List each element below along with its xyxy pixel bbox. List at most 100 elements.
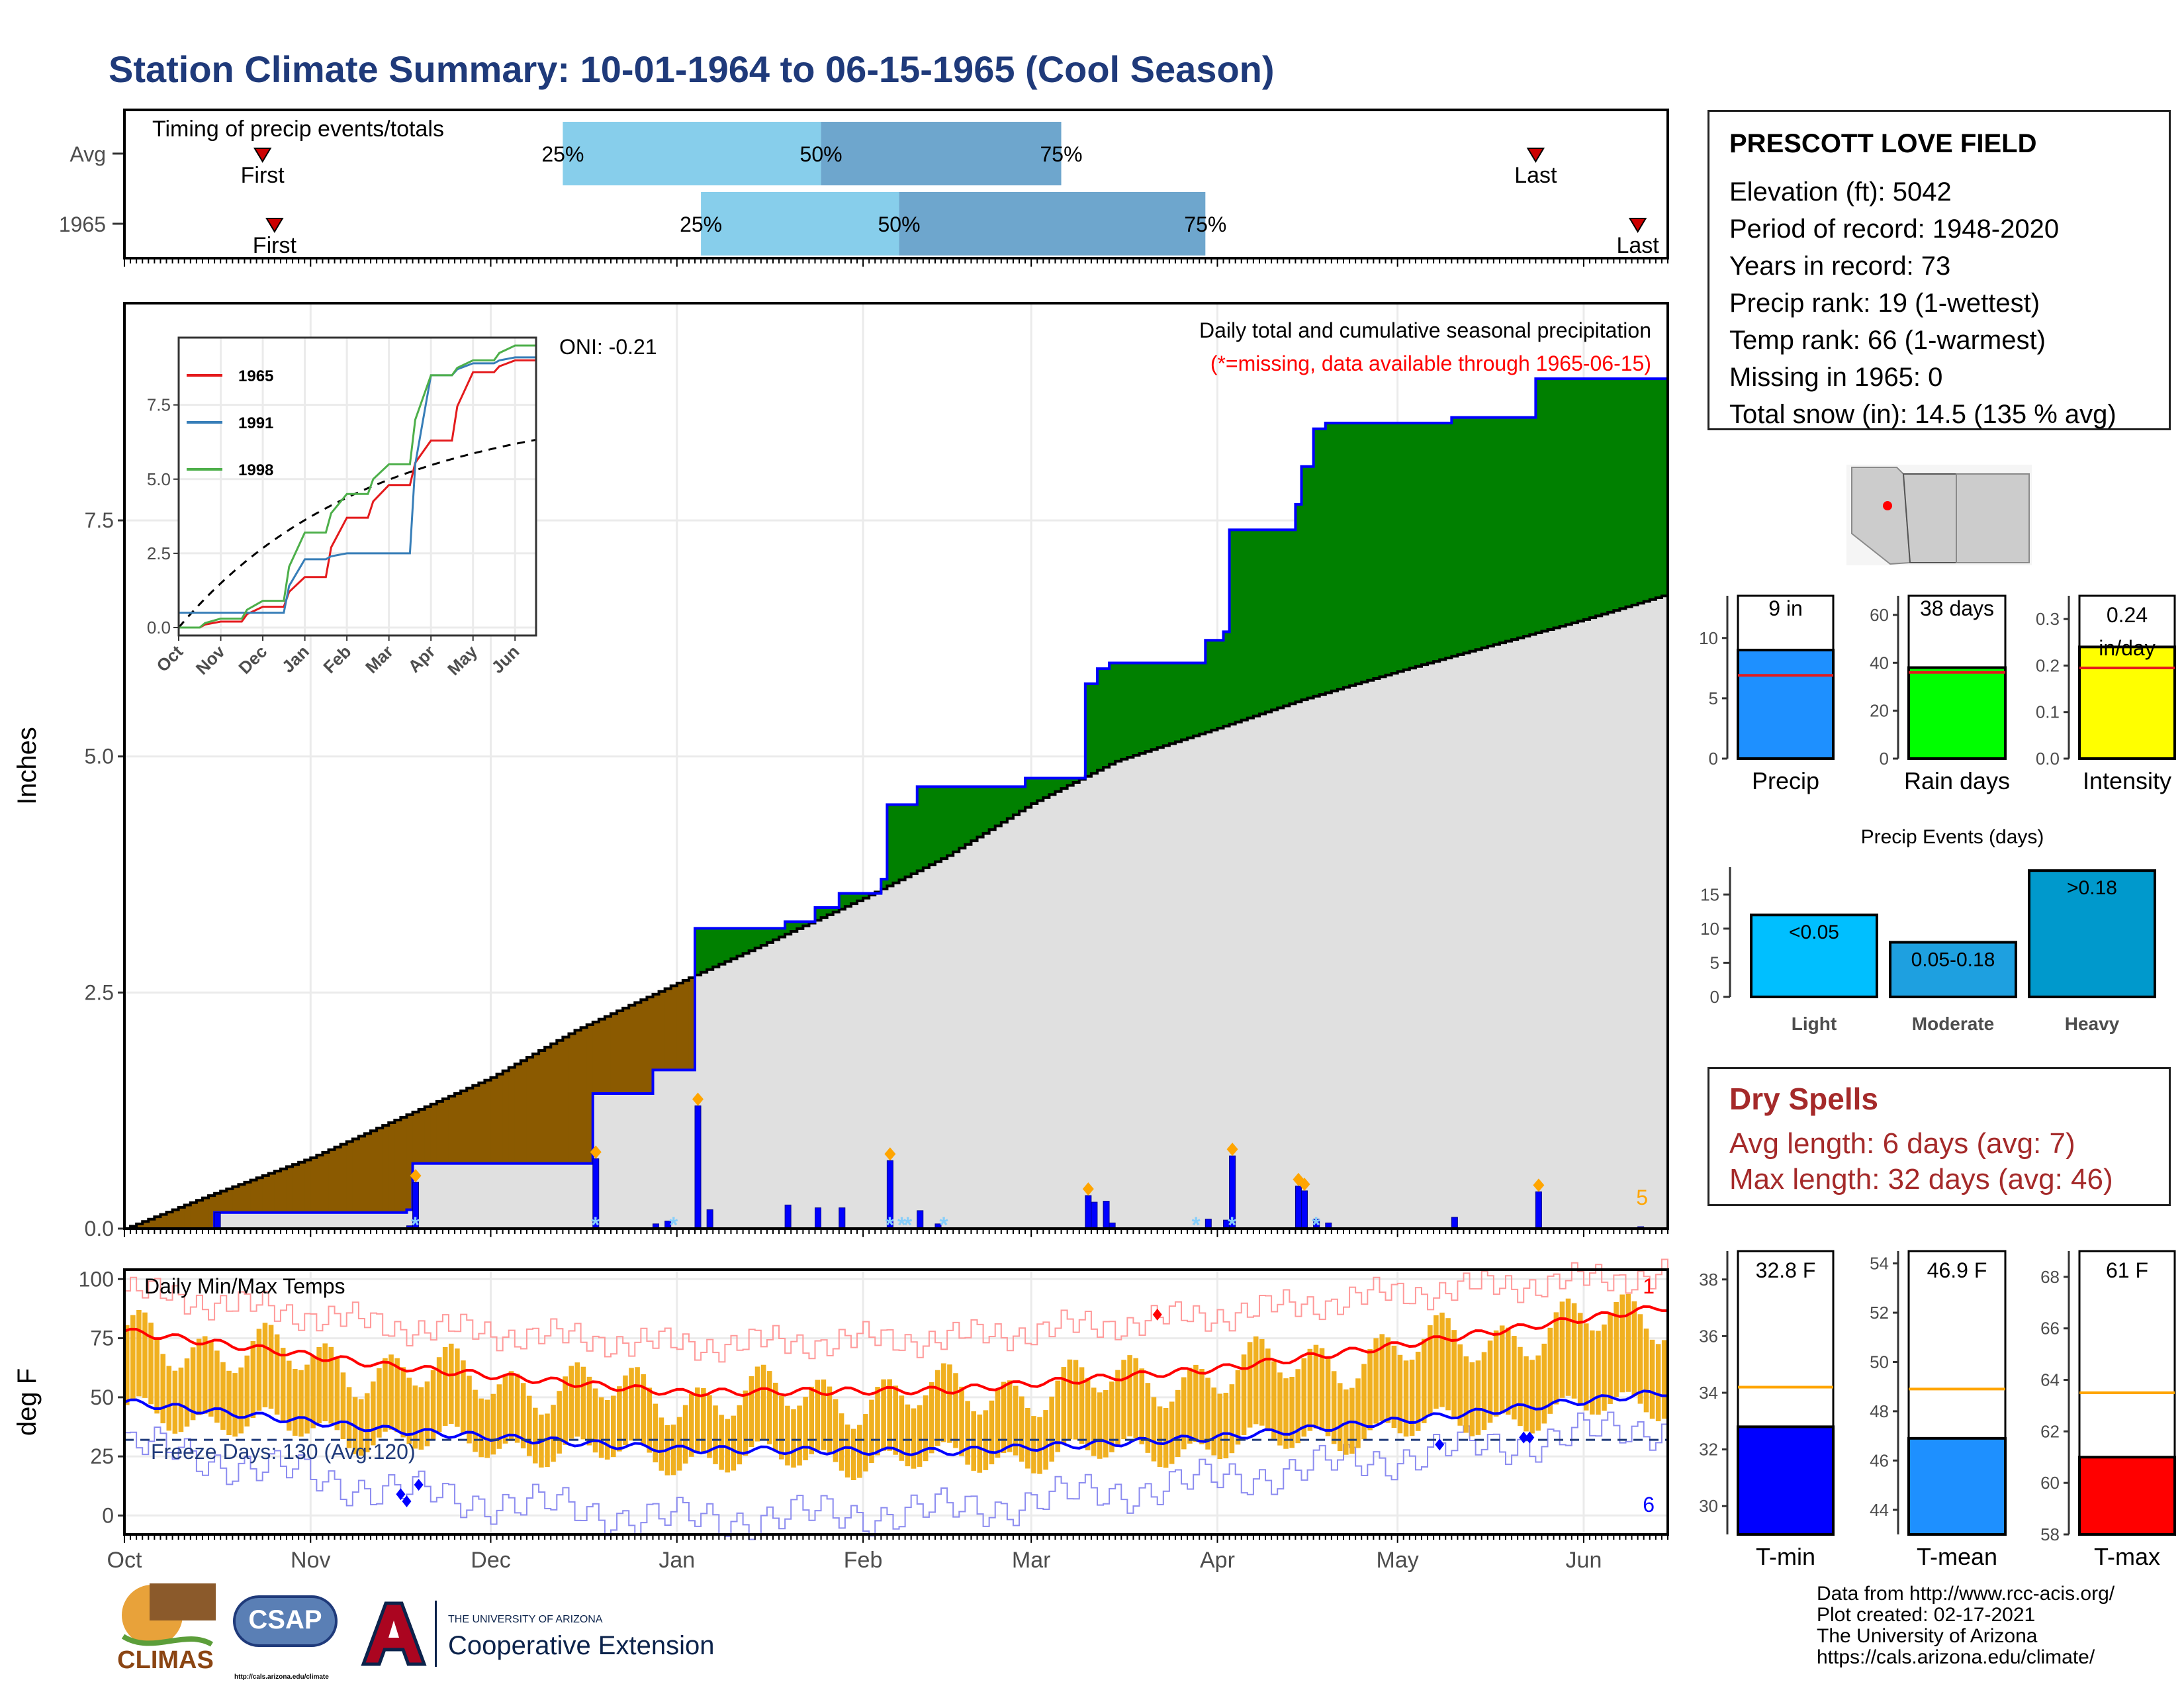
daily-temp-bar	[598, 1397, 604, 1458]
record-low-marker	[402, 1495, 412, 1507]
daily-temp-bar	[364, 1393, 370, 1452]
below-average-fill	[244, 1182, 251, 1213]
above-average-fill	[1529, 417, 1536, 635]
daily-temp-bar	[881, 1379, 886, 1451]
daily-temp-bar	[1541, 1343, 1547, 1424]
below-average-fill	[557, 1040, 563, 1164]
above-average-fill	[1518, 417, 1524, 638]
daily-temp-bar	[1217, 1393, 1223, 1460]
events-bar-label: 0.05-0.18	[1911, 949, 1995, 970]
daily-temp-bar	[971, 1411, 976, 1471]
ua-big-text: Cooperative Extension	[448, 1631, 715, 1660]
above-average-fill	[760, 928, 768, 946]
below-average-fill	[406, 1114, 414, 1210]
above-average-fill	[725, 928, 731, 962]
daily-temp-bar	[142, 1312, 148, 1398]
below-average-fill	[394, 1119, 401, 1213]
below-average-fill	[160, 1214, 167, 1229]
daily-temp-bar	[412, 1385, 418, 1449]
inset-x-tick-label: Oct	[152, 641, 187, 676]
above-average-fill	[929, 786, 936, 865]
above-average-fill	[1493, 417, 1500, 645]
summary-1-bar	[1907, 666, 2007, 760]
above-average-fill	[827, 907, 834, 915]
above-average-fill	[1229, 530, 1236, 724]
above-average-fill	[1037, 778, 1044, 801]
events-bar-moderate	[1889, 941, 2017, 998]
below-average-fill	[623, 1008, 629, 1094]
above-average-fill	[1331, 423, 1338, 691]
temp-summary-value-label: 46.9 F	[1927, 1258, 1987, 1282]
daily-temp-bar	[833, 1399, 839, 1462]
daily-temp-bar	[1512, 1336, 1517, 1420]
daily-temp-bar	[604, 1399, 610, 1460]
above-average-fill	[923, 786, 930, 868]
above-average-fill	[772, 928, 780, 940]
below-average-fill	[563, 1037, 569, 1164]
summary-1-y-tick-label: 60	[1870, 605, 1889, 625]
daily-temp-bar	[899, 1395, 905, 1461]
daily-temp-bar	[1139, 1368, 1145, 1444]
above-average-fill	[953, 786, 960, 852]
station-years: Years in record: 73	[1729, 252, 1951, 281]
above-average-fill	[1397, 423, 1404, 672]
below-average-fill	[520, 1060, 527, 1164]
above-average-fill	[1301, 466, 1308, 700]
above-average-fill	[1163, 663, 1170, 746]
below-average-fill	[250, 1180, 257, 1213]
below-average-fill	[274, 1171, 281, 1213]
below-average-fill	[647, 997, 654, 1094]
below-average-fill	[448, 1096, 455, 1164]
temp-summary-1-bar	[1907, 1436, 2007, 1536]
daily-temp-bar	[1133, 1358, 1138, 1438]
daily-temp-bar	[934, 1370, 940, 1446]
map-new-mexico	[1956, 473, 2030, 563]
climas-logo-text: CLIMAS	[117, 1646, 214, 1674]
daily-temp-bar	[1025, 1407, 1030, 1469]
above-average-fill	[1439, 423, 1446, 660]
daily-temp-bar	[508, 1371, 514, 1441]
above-average-fill	[1169, 663, 1176, 744]
below-average-fill	[545, 1047, 551, 1164]
below-average-fill	[676, 983, 684, 1070]
above-average-fill	[844, 893, 852, 907]
below-average-fill	[418, 1109, 426, 1164]
daily-temp-bar	[610, 1395, 616, 1458]
above-average-fill	[1463, 417, 1471, 653]
timing-row-label: 1965	[59, 212, 106, 236]
station-period: Period of record: 1948-2020	[1729, 214, 2060, 244]
month-tick-label: Oct	[107, 1548, 142, 1573]
daily-temp-bar	[1379, 1334, 1385, 1421]
below-average-fill	[688, 977, 696, 1070]
daily-temp-bar	[358, 1399, 364, 1456]
above-average-fill	[850, 893, 858, 904]
inset-average-line	[177, 438, 537, 628]
below-average-fill	[358, 1136, 365, 1213]
above-average-fill	[977, 786, 984, 837]
daily-temp-bar	[839, 1413, 844, 1471]
below-average-fill	[238, 1184, 245, 1213]
daily-temp-bar	[803, 1397, 808, 1460]
daily-temp-bar	[166, 1366, 172, 1431]
month-tick-label: Mar	[1012, 1548, 1051, 1573]
daily-temp-bar	[1037, 1417, 1042, 1474]
below-average-fill	[526, 1057, 533, 1164]
daily-temp-bar	[1301, 1358, 1307, 1437]
below-average-fill	[293, 1164, 299, 1213]
above-average-fill	[1271, 530, 1278, 710]
temp-y-tick-label: 25	[90, 1444, 114, 1468]
below-average-fill	[533, 1054, 539, 1164]
daily-temp-bar	[1373, 1338, 1379, 1424]
above-average-fill	[1524, 417, 1530, 637]
daily-temp-bar	[977, 1414, 983, 1473]
below-average-fill	[364, 1133, 371, 1213]
above-average-fill	[1631, 379, 1639, 605]
above-average-fill	[1325, 423, 1332, 693]
inset-x-tick-label: Feb	[319, 641, 355, 677]
precip-y-tick-label: 0.0	[85, 1217, 114, 1241]
snow-marker: *	[1192, 1213, 1201, 1238]
daily-temp-bar	[406, 1378, 412, 1444]
daily-temp-bar	[214, 1350, 220, 1423]
daily-temp-bar	[154, 1338, 159, 1414]
daily-temp-bar	[418, 1387, 424, 1450]
